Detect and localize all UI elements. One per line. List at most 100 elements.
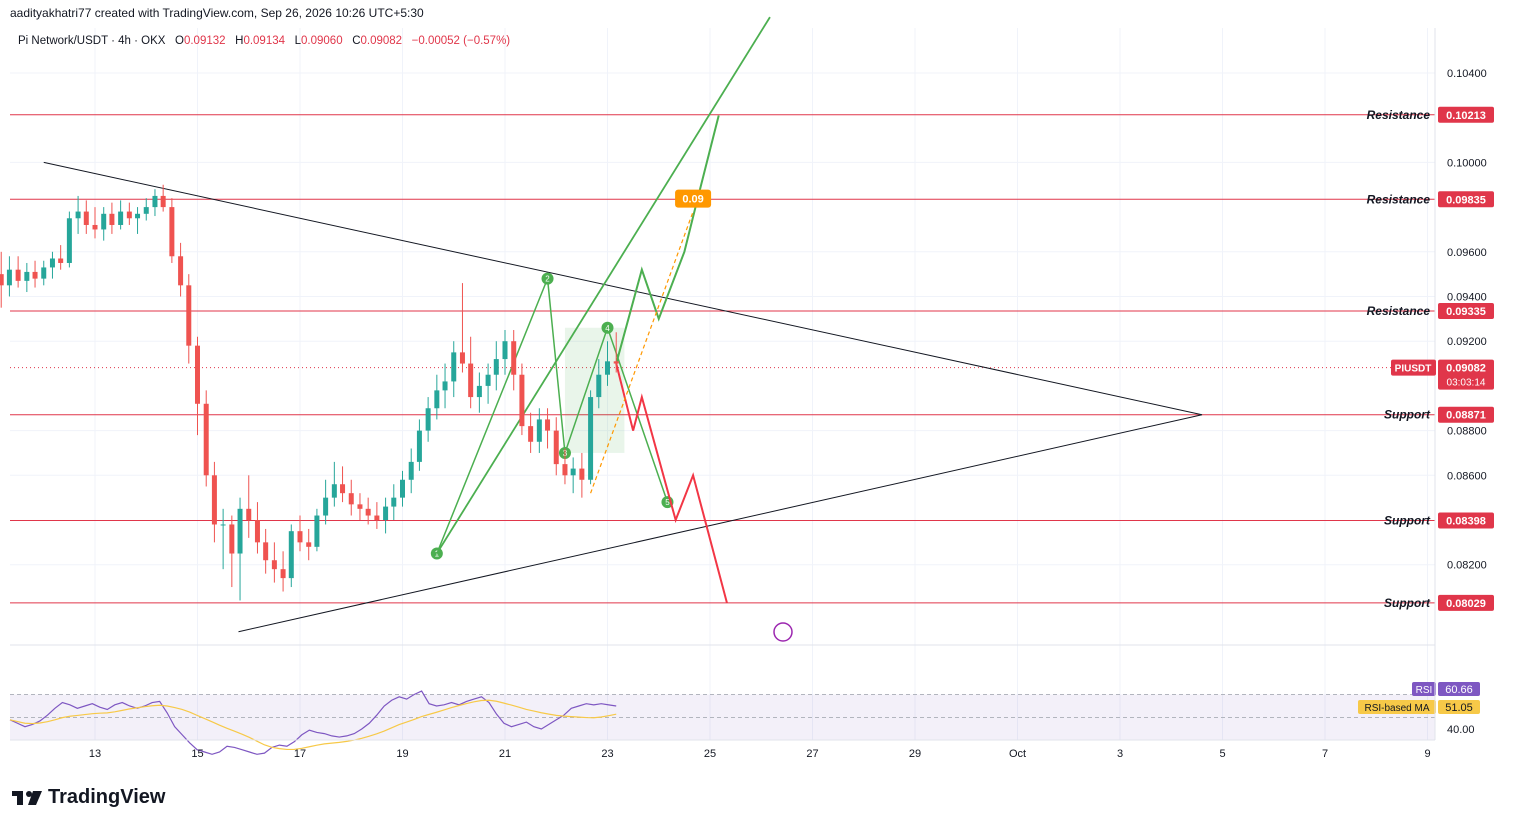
candle-body (271, 560, 277, 570)
level-label: Resistance (1367, 192, 1431, 206)
candle-body (186, 285, 192, 346)
level-price-tag (1438, 406, 1494, 423)
target-label: 0.09 (682, 194, 703, 206)
candle-body (579, 468, 585, 480)
candle-body (416, 430, 422, 462)
candle-body (425, 408, 431, 431)
pattern-point-label: 5 (665, 498, 670, 507)
candle-body (109, 213, 115, 225)
candle-body (66, 218, 72, 263)
candle-body (118, 211, 124, 225)
rsi-tag (1412, 682, 1436, 696)
candle-body (101, 213, 107, 230)
level-price-text: 0.08398 (1446, 515, 1486, 527)
candle-body (468, 363, 474, 398)
symbol-tag-text: PIUSDT (1395, 364, 1432, 375)
countdown-timer: 03:03:14 (1447, 378, 1486, 389)
candle-body (545, 419, 551, 431)
rsi-pane: RSI 60.66 RSI-based MA 51.05 40.00 (9, 682, 1480, 755)
candle-body (357, 504, 363, 509)
rsi-ma-value-tag (1438, 700, 1480, 714)
legend-close: 0.09082 (360, 35, 403, 47)
candle-body (49, 258, 55, 268)
candle-body (459, 352, 465, 364)
candle-body (178, 256, 184, 286)
candle-body (519, 374, 525, 427)
price-tick-label: 0.09600 (1447, 247, 1487, 259)
candle-body (0, 274, 4, 286)
candle-body (220, 524, 226, 526)
candle-body (365, 508, 371, 516)
x-tick-label: 21 (499, 748, 511, 760)
price-tick-label: 0.10000 (1447, 157, 1487, 169)
legend-symbol: Pi Network/USDT · 4h · OKX (18, 35, 166, 47)
candle-body (75, 211, 81, 219)
candle-body (306, 542, 312, 547)
candle-body (6, 269, 12, 286)
candle-body (536, 419, 542, 442)
legend-open: 0.09132 (183, 35, 226, 47)
candle-body (41, 267, 47, 279)
level-label: Support (1384, 596, 1431, 610)
x-tick-label: 9 (1424, 748, 1430, 760)
candle-body (400, 479, 405, 498)
legend-change: −0.00052 (−0.57%) (411, 35, 511, 47)
x-tick-label: 7 (1322, 748, 1328, 760)
candle-body (553, 430, 559, 465)
candle-body (211, 475, 217, 525)
candle-body (570, 468, 576, 476)
candle-body (288, 531, 294, 579)
candle-body (143, 207, 149, 214)
rsi-ma-label: RSI-based MA (1364, 703, 1429, 714)
price-tick-label: 0.08200 (1447, 560, 1487, 572)
x-tick-label: 3 (1117, 748, 1123, 760)
tradingview-logo[interactable]: TradingView (12, 786, 165, 809)
candle-body (32, 271, 38, 279)
pattern-point-label: 2 (545, 275, 550, 284)
candle-body (263, 542, 269, 561)
axes: 13 15 17 19 21 23 25 27 29 Oct 3 5 7 90.104000.100000… (10, 28, 1494, 760)
level-price-text: 0.08871 (1446, 410, 1486, 422)
symbol-tag (1391, 359, 1436, 376)
candle-body (203, 403, 209, 476)
target-dashed-line (590, 211, 694, 494)
level-price-tag (1438, 594, 1494, 611)
level-price-tag (1438, 512, 1494, 529)
rsi-value: 60.66 (1445, 684, 1473, 696)
x-tick-label: 27 (806, 748, 818, 760)
level-price-text: 0.08029 (1446, 598, 1486, 610)
consolidation-box (564, 327, 625, 453)
level-price-text: 0.10213 (1446, 110, 1486, 122)
pattern-point-label: 1 (435, 550, 440, 559)
pattern-point (601, 321, 614, 334)
pattern-point (541, 272, 554, 285)
candle-body (135, 213, 141, 219)
candle-body (246, 508, 252, 520)
rsi-ma-tag (1358, 700, 1436, 714)
candle-body (314, 515, 320, 547)
candle-body (152, 195, 158, 208)
candle-body (24, 271, 30, 281)
candle-body (374, 515, 380, 520)
x-tick-label: 23 (601, 748, 613, 760)
price-tick-label: 0.10400 (1447, 68, 1487, 80)
brand-name: TradingView (48, 786, 166, 808)
candle-body (297, 531, 303, 543)
bull-projection (615, 115, 720, 364)
x-tick-label: Oct (1009, 748, 1026, 760)
level-price-tag (1438, 303, 1494, 320)
pattern-point-label: 4 (605, 324, 610, 333)
last-price-tag (1438, 359, 1494, 390)
level-price-tag (1438, 191, 1494, 208)
rsi-tag-label: RSI (1416, 685, 1433, 696)
price-tick-label: 0.08600 (1447, 470, 1487, 482)
candle-body (169, 207, 175, 257)
candle-body (92, 224, 98, 230)
candles-layer (0, 184, 619, 601)
candle-body (254, 520, 260, 543)
candle-body (605, 361, 610, 375)
rsi-band (10, 694, 1435, 741)
candle-body (83, 211, 89, 225)
candle-body (528, 426, 534, 442)
